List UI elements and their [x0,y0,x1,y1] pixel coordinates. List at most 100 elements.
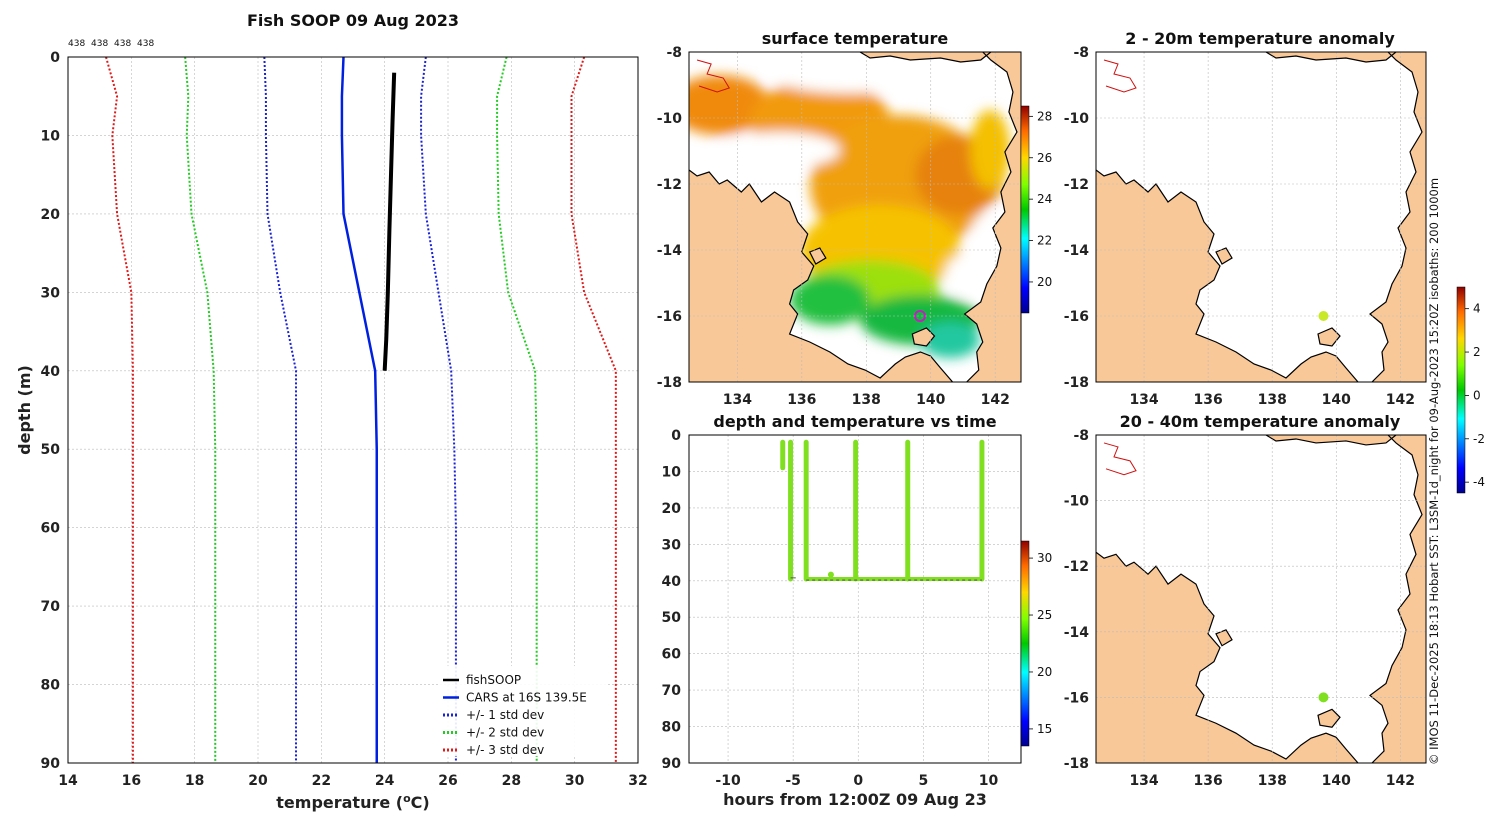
x-tick-label: 26 [438,773,457,789]
y-tick-label: 20 [41,207,61,223]
series-line-3-upper [496,56,538,763]
lat-tick-label: -18 [1064,756,1089,772]
lon-tick-label: 136 [787,392,816,408]
y-tick-label: 0 [50,50,60,66]
profile-y-ticks: 0 10 20 30 40 50 60 70 80 90 [41,50,61,772]
lon-tick-label: 134 [1129,773,1158,789]
lat-tick-label: -18 [657,375,682,391]
lon-tick-label: 138 [1258,773,1287,789]
profile-plot-frame [67,56,639,764]
series-line-3 [184,56,217,763]
y-tick-label: 60 [662,647,682,663]
lon-tick-label: 140 [916,392,945,408]
x-tick-label: 10 [979,773,999,789]
anomaly-2-20-point [1318,311,1329,321]
legend-label: +/- 2 std dev [466,726,544,740]
anomaly-20-40-point [1318,692,1329,703]
lon-tick-label: 140 [1322,773,1351,789]
y-tick-label: 0 [671,428,681,444]
y-tick-label: 40 [41,364,61,380]
anomaly-2-20-title: 2 - 20m temperature anomaly [1125,29,1395,48]
count-label: 438 [137,39,154,49]
series-line-2 [263,56,297,763]
x-tick-label: 0 [853,773,863,789]
figure-title: Fish SOOP 09 Aug 2023 [247,11,459,30]
lat-tick-label: -16 [1064,690,1089,706]
y-tick-label: 90 [41,756,61,772]
colorbar-tick-label: 15 [1037,722,1052,736]
y-tick-label: 70 [662,683,682,699]
y-tick-label: 40 [662,574,682,590]
lat-tick-label: -16 [657,309,682,325]
colorbar-tick-label: 25 [1037,608,1052,622]
profile-panel: Fish SOOP 09 Aug 2023 14 16 18 20 22 24 26 28 30… [15,11,648,812]
profile-y-axis-label: depth (m) [15,365,34,455]
anomaly-20-40-ticks: 134 136 138 140 142 -8 -10 -12 -14 -16 -18 [1064,428,1415,789]
lat-tick-label: -8 [1073,45,1089,61]
depth-time-points [780,439,985,582]
x-tick-label: 16 [122,773,141,789]
anomaly-colorbar-ticks: 4 2 0 -2 -4 [1465,302,1485,489]
y-tick-label: 30 [662,537,682,553]
lat-tick-label: -14 [1064,625,1090,641]
series-line-1 [340,56,378,763]
colorbar-tick-label: 28 [1037,109,1052,123]
profile-count-labels: 438 438 438 438 [68,39,154,49]
depth-time-panel: depth and temperature vs time -10 -5 0 5 10 0… [662,412,1053,809]
x-tick-label: 24 [375,773,395,789]
anomaly-colorbar [1456,286,1466,494]
profile-series [105,56,617,763]
sst-colorbar-ticks: 28 26 24 22 20 [1029,109,1052,289]
y-tick-label: 20 [662,501,682,517]
anomaly-point [1318,311,1329,321]
lon-tick-label: 134 [723,392,752,408]
anomaly-2-20-panel: 2 - 20m temperature anomaly 134 136 138 140… [1064,29,1427,408]
series-line-2-upper [420,56,457,763]
sst-colorbar [1020,105,1030,314]
colorbar-tick-label: 26 [1037,151,1052,165]
lon-tick-label: 138 [852,392,881,408]
legend-label: +/- 3 std dev [466,743,544,757]
y-tick-label: 50 [41,442,61,458]
x-tick-label: -10 [715,773,741,789]
y-tick-label: 50 [662,610,682,626]
profile-x-ticks: 14 16 18 20 22 24 26 28 30 32 [58,773,647,789]
lat-tick-label: -12 [657,177,682,193]
depth-time-colorbar-ticks: 30 25 20 15 [1029,551,1052,736]
x-tick-label: 30 [565,773,585,789]
anomaly-20-40-frame [1095,434,1427,764]
y-tick-label: 10 [41,128,61,144]
lon-tick-label: 142 [981,392,1010,408]
lon-tick-label: 142 [1386,392,1415,408]
legend-box [438,666,608,756]
series-line-fishsoop [382,72,397,371]
x-tick-label: 32 [628,773,647,789]
lon-tick-label: 142 [1386,773,1415,789]
lon-tick-label: 134 [1129,392,1158,408]
depth-time-title: depth and temperature vs time [713,412,996,431]
legend-label: fishSOOP [466,673,521,687]
anomaly-2-20-ticks: 134 136 138 140 142 -8 -10 -12 -14 -16 -18 [1064,45,1415,408]
series-line-4-upper [570,56,617,763]
legend-label: CARS at 16S 139.5E [466,691,587,705]
colorbar-tick-label: -2 [1473,432,1485,446]
lat-tick-label: -18 [1064,375,1089,391]
colorbar-tick-label: 20 [1037,665,1052,679]
lon-tick-label: 140 [1322,392,1351,408]
lat-tick-label: -10 [657,111,683,127]
lon-tick-label: 138 [1258,392,1287,408]
depth-time-ticks: -10 -5 0 5 10 0 10 20 30 40 50 60 70 80 90 [662,428,999,789]
anomaly-2-20-frame [1095,51,1427,383]
lat-tick-label: -14 [1064,243,1090,259]
lat-tick-label: -10 [1064,494,1090,510]
sst-map-panel: surface temperature [657,29,1053,408]
x-tick-label: 22 [312,773,331,789]
depth-time-colorbar [1020,540,1030,747]
lat-tick-label: -12 [1064,177,1089,193]
y-tick-label: 80 [41,678,61,694]
x-tick-label: 14 [58,773,78,789]
depth-time-x-axis-label: hours from 12:00Z 09 Aug 23 [723,790,987,809]
colorbar-tick-label: 22 [1037,234,1052,248]
count-label: 438 [114,39,131,49]
